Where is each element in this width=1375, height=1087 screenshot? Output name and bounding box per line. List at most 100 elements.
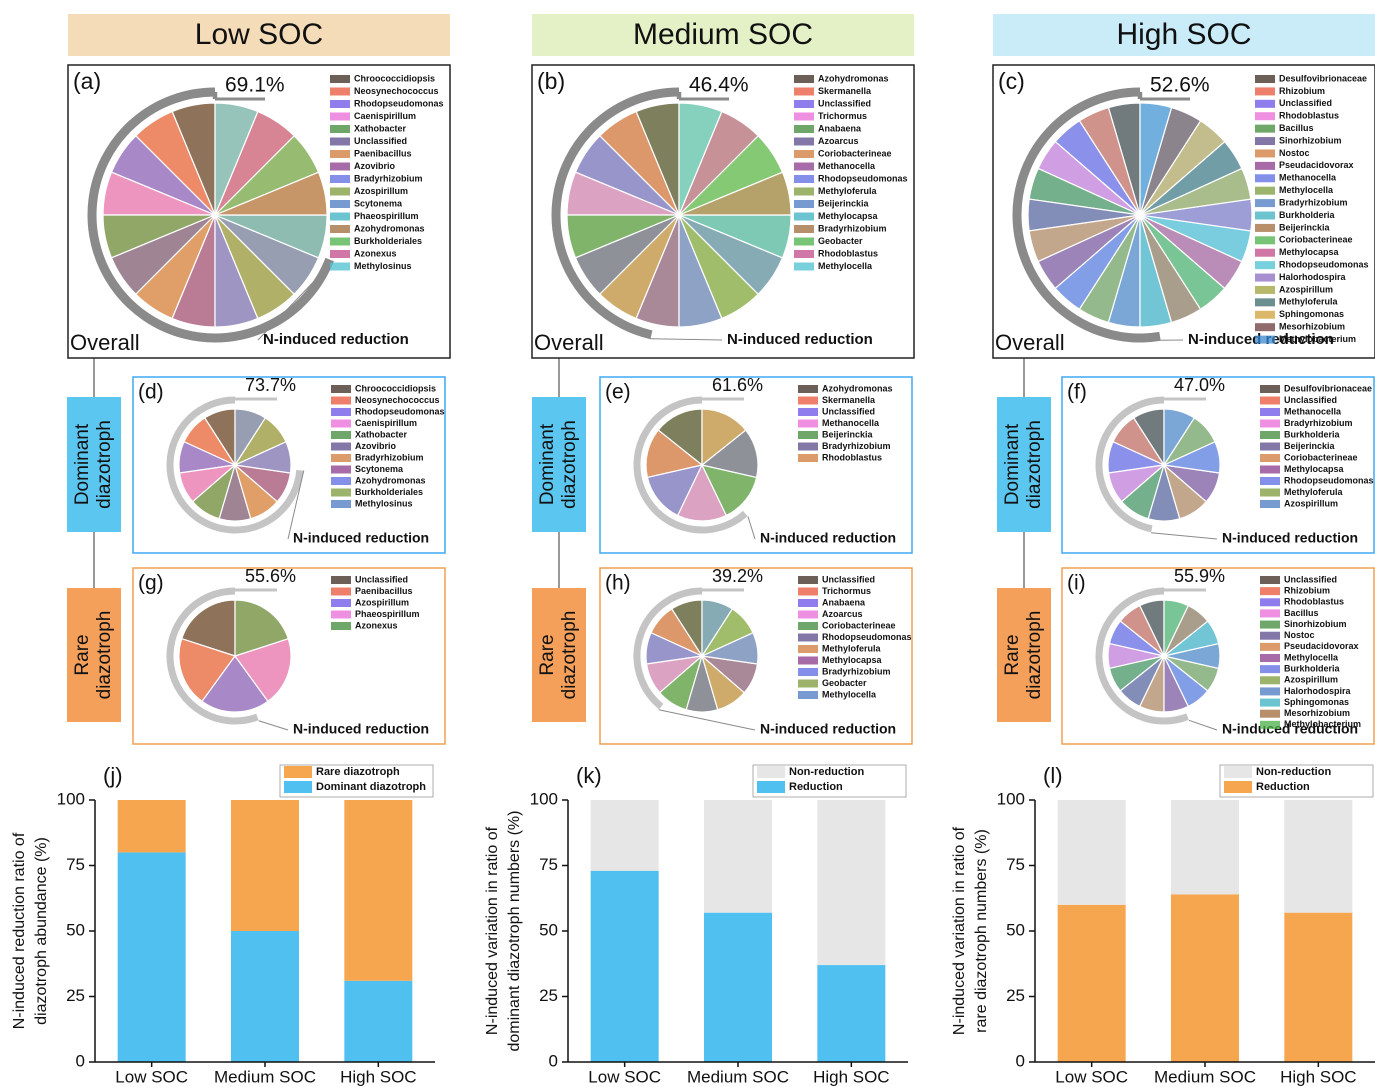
y-tick-label: 75 bbox=[539, 855, 558, 874]
legend-label: Burkholderiales bbox=[354, 236, 422, 246]
legend-swatch bbox=[1260, 576, 1280, 584]
panel-label: (e) bbox=[605, 381, 631, 404]
legend-label: Bradyrhizobium bbox=[818, 223, 887, 233]
legend-swatch bbox=[331, 420, 351, 428]
legend-label: Desulfovibrionaceae bbox=[1284, 383, 1372, 393]
legend-swatch bbox=[1255, 112, 1275, 120]
legend-label: Non-reduction bbox=[1256, 766, 1331, 778]
y-axis-label: rare diazotroph numbers (%) bbox=[973, 829, 990, 1033]
legend-swatch bbox=[1260, 687, 1280, 695]
legend-swatch bbox=[330, 213, 350, 221]
legend-label: Halorhodospira bbox=[1279, 272, 1347, 282]
legend-swatch bbox=[794, 188, 814, 196]
reduction-label: 61.6% bbox=[712, 375, 763, 395]
legend-label: Unclassified bbox=[822, 406, 875, 416]
legend-swatch bbox=[1260, 408, 1280, 416]
legend-swatch bbox=[1255, 174, 1275, 182]
legend-swatch bbox=[284, 781, 312, 793]
legend-swatch bbox=[331, 588, 351, 596]
bar bbox=[344, 981, 412, 1062]
legend-swatch bbox=[330, 238, 350, 246]
legend-swatch bbox=[1260, 643, 1280, 651]
legend-label: Beijerinckia bbox=[818, 198, 870, 208]
annotation-leader bbox=[651, 339, 722, 340]
bar bbox=[231, 931, 299, 1062]
legend-swatch bbox=[1260, 721, 1280, 729]
legend-label: Methylocella bbox=[1284, 652, 1339, 662]
legend-swatch bbox=[1255, 236, 1275, 244]
legend-label: Azospirillum bbox=[354, 186, 408, 196]
legend-label: Scytonema bbox=[355, 464, 404, 474]
legend-swatch bbox=[331, 431, 351, 439]
footer: Overall bbox=[995, 330, 1065, 355]
legend-label: Bradyrhizobium bbox=[1279, 197, 1348, 207]
legend-label: Beijerinckia bbox=[1284, 441, 1336, 451]
x-tick-label: Medium SOC bbox=[687, 1067, 789, 1086]
bar bbox=[817, 800, 885, 965]
legend-label: Sinorhizobium bbox=[1279, 135, 1342, 145]
legend-swatch bbox=[798, 420, 818, 428]
legend-label: Caenispirillum bbox=[355, 418, 417, 428]
legend-swatch bbox=[1224, 766, 1252, 778]
legend-swatch bbox=[798, 443, 818, 451]
legend-swatch bbox=[757, 781, 785, 793]
legend-label: Bacillus bbox=[1279, 123, 1314, 133]
reduction-label: 55.6% bbox=[245, 566, 296, 586]
legend-swatch bbox=[1255, 311, 1275, 319]
legend-swatch bbox=[330, 138, 350, 146]
legend-label: Rhizobium bbox=[1284, 586, 1330, 596]
legend-label: Bradyrhizobium bbox=[822, 666, 891, 676]
panel-label: (j) bbox=[103, 763, 123, 788]
legend-swatch bbox=[798, 431, 818, 439]
legend-label: Mesorhizobium bbox=[1284, 708, 1350, 718]
reduction-label: 73.7% bbox=[245, 375, 296, 395]
legend-label: Methylobacterium bbox=[1284, 719, 1361, 729]
bar bbox=[1284, 913, 1352, 1062]
legend-label: Burkholderia bbox=[1279, 210, 1336, 220]
legend-label: Azovibrio bbox=[355, 441, 397, 451]
legend-swatch bbox=[1260, 454, 1280, 462]
legend-swatch bbox=[1260, 676, 1280, 684]
reduction-label: 52.6% bbox=[1150, 74, 1210, 97]
legend-label: Neosynechococcus bbox=[355, 395, 440, 405]
legend-label: Unclassified bbox=[354, 136, 407, 146]
bar bbox=[1058, 800, 1126, 905]
legend-swatch bbox=[1260, 699, 1280, 707]
legend-swatch bbox=[330, 113, 350, 121]
panel-label: (i) bbox=[1067, 572, 1086, 595]
annotation-leader bbox=[748, 516, 755, 539]
legend-label: Pseudacidovorax bbox=[1279, 160, 1354, 170]
y-tick-label: 100 bbox=[57, 789, 85, 808]
reduction-label: 69.1% bbox=[225, 74, 285, 97]
legend-label: Unclassified bbox=[818, 98, 871, 108]
legend-swatch bbox=[1255, 137, 1275, 145]
reduction-label: 46.4% bbox=[689, 74, 749, 97]
y-tick-label: 25 bbox=[539, 986, 558, 1005]
legend-label: Skermanella bbox=[818, 86, 872, 96]
legend-label: Azoarcus bbox=[822, 609, 863, 619]
bar bbox=[1171, 894, 1239, 1062]
y-axis-label: dominant diazotroph numbers (%) bbox=[506, 810, 523, 1051]
panel-label: (k) bbox=[576, 763, 602, 788]
bar bbox=[591, 871, 659, 1062]
y-tick-label: 75 bbox=[66, 855, 85, 874]
legend-label: Methylocella bbox=[818, 261, 873, 271]
legend-label: Unclassified bbox=[1279, 98, 1332, 108]
annotation: N-induced reduction bbox=[727, 331, 873, 348]
legend-label: Azohydromonas bbox=[822, 383, 893, 393]
legend-label: Beijerinckia bbox=[822, 429, 874, 439]
legend-swatch bbox=[1260, 500, 1280, 508]
legend-swatch bbox=[794, 88, 814, 96]
bar bbox=[118, 852, 186, 1062]
legend-label: Bradyrhizobium bbox=[354, 173, 423, 183]
annotation-leader bbox=[1189, 720, 1217, 730]
legend-label: Rhodopseudomonas bbox=[1284, 475, 1374, 485]
legend-swatch bbox=[794, 213, 814, 221]
legend-label: Unclassified bbox=[822, 574, 875, 584]
legend-label: Rhodoblastus bbox=[1284, 597, 1344, 607]
legend-label: Methylocella bbox=[1279, 185, 1334, 195]
legend-label: Azovibrio bbox=[354, 161, 396, 171]
legend-swatch bbox=[1255, 224, 1275, 232]
annotation: N-induced reduction bbox=[293, 721, 429, 737]
legend-swatch bbox=[331, 500, 351, 508]
